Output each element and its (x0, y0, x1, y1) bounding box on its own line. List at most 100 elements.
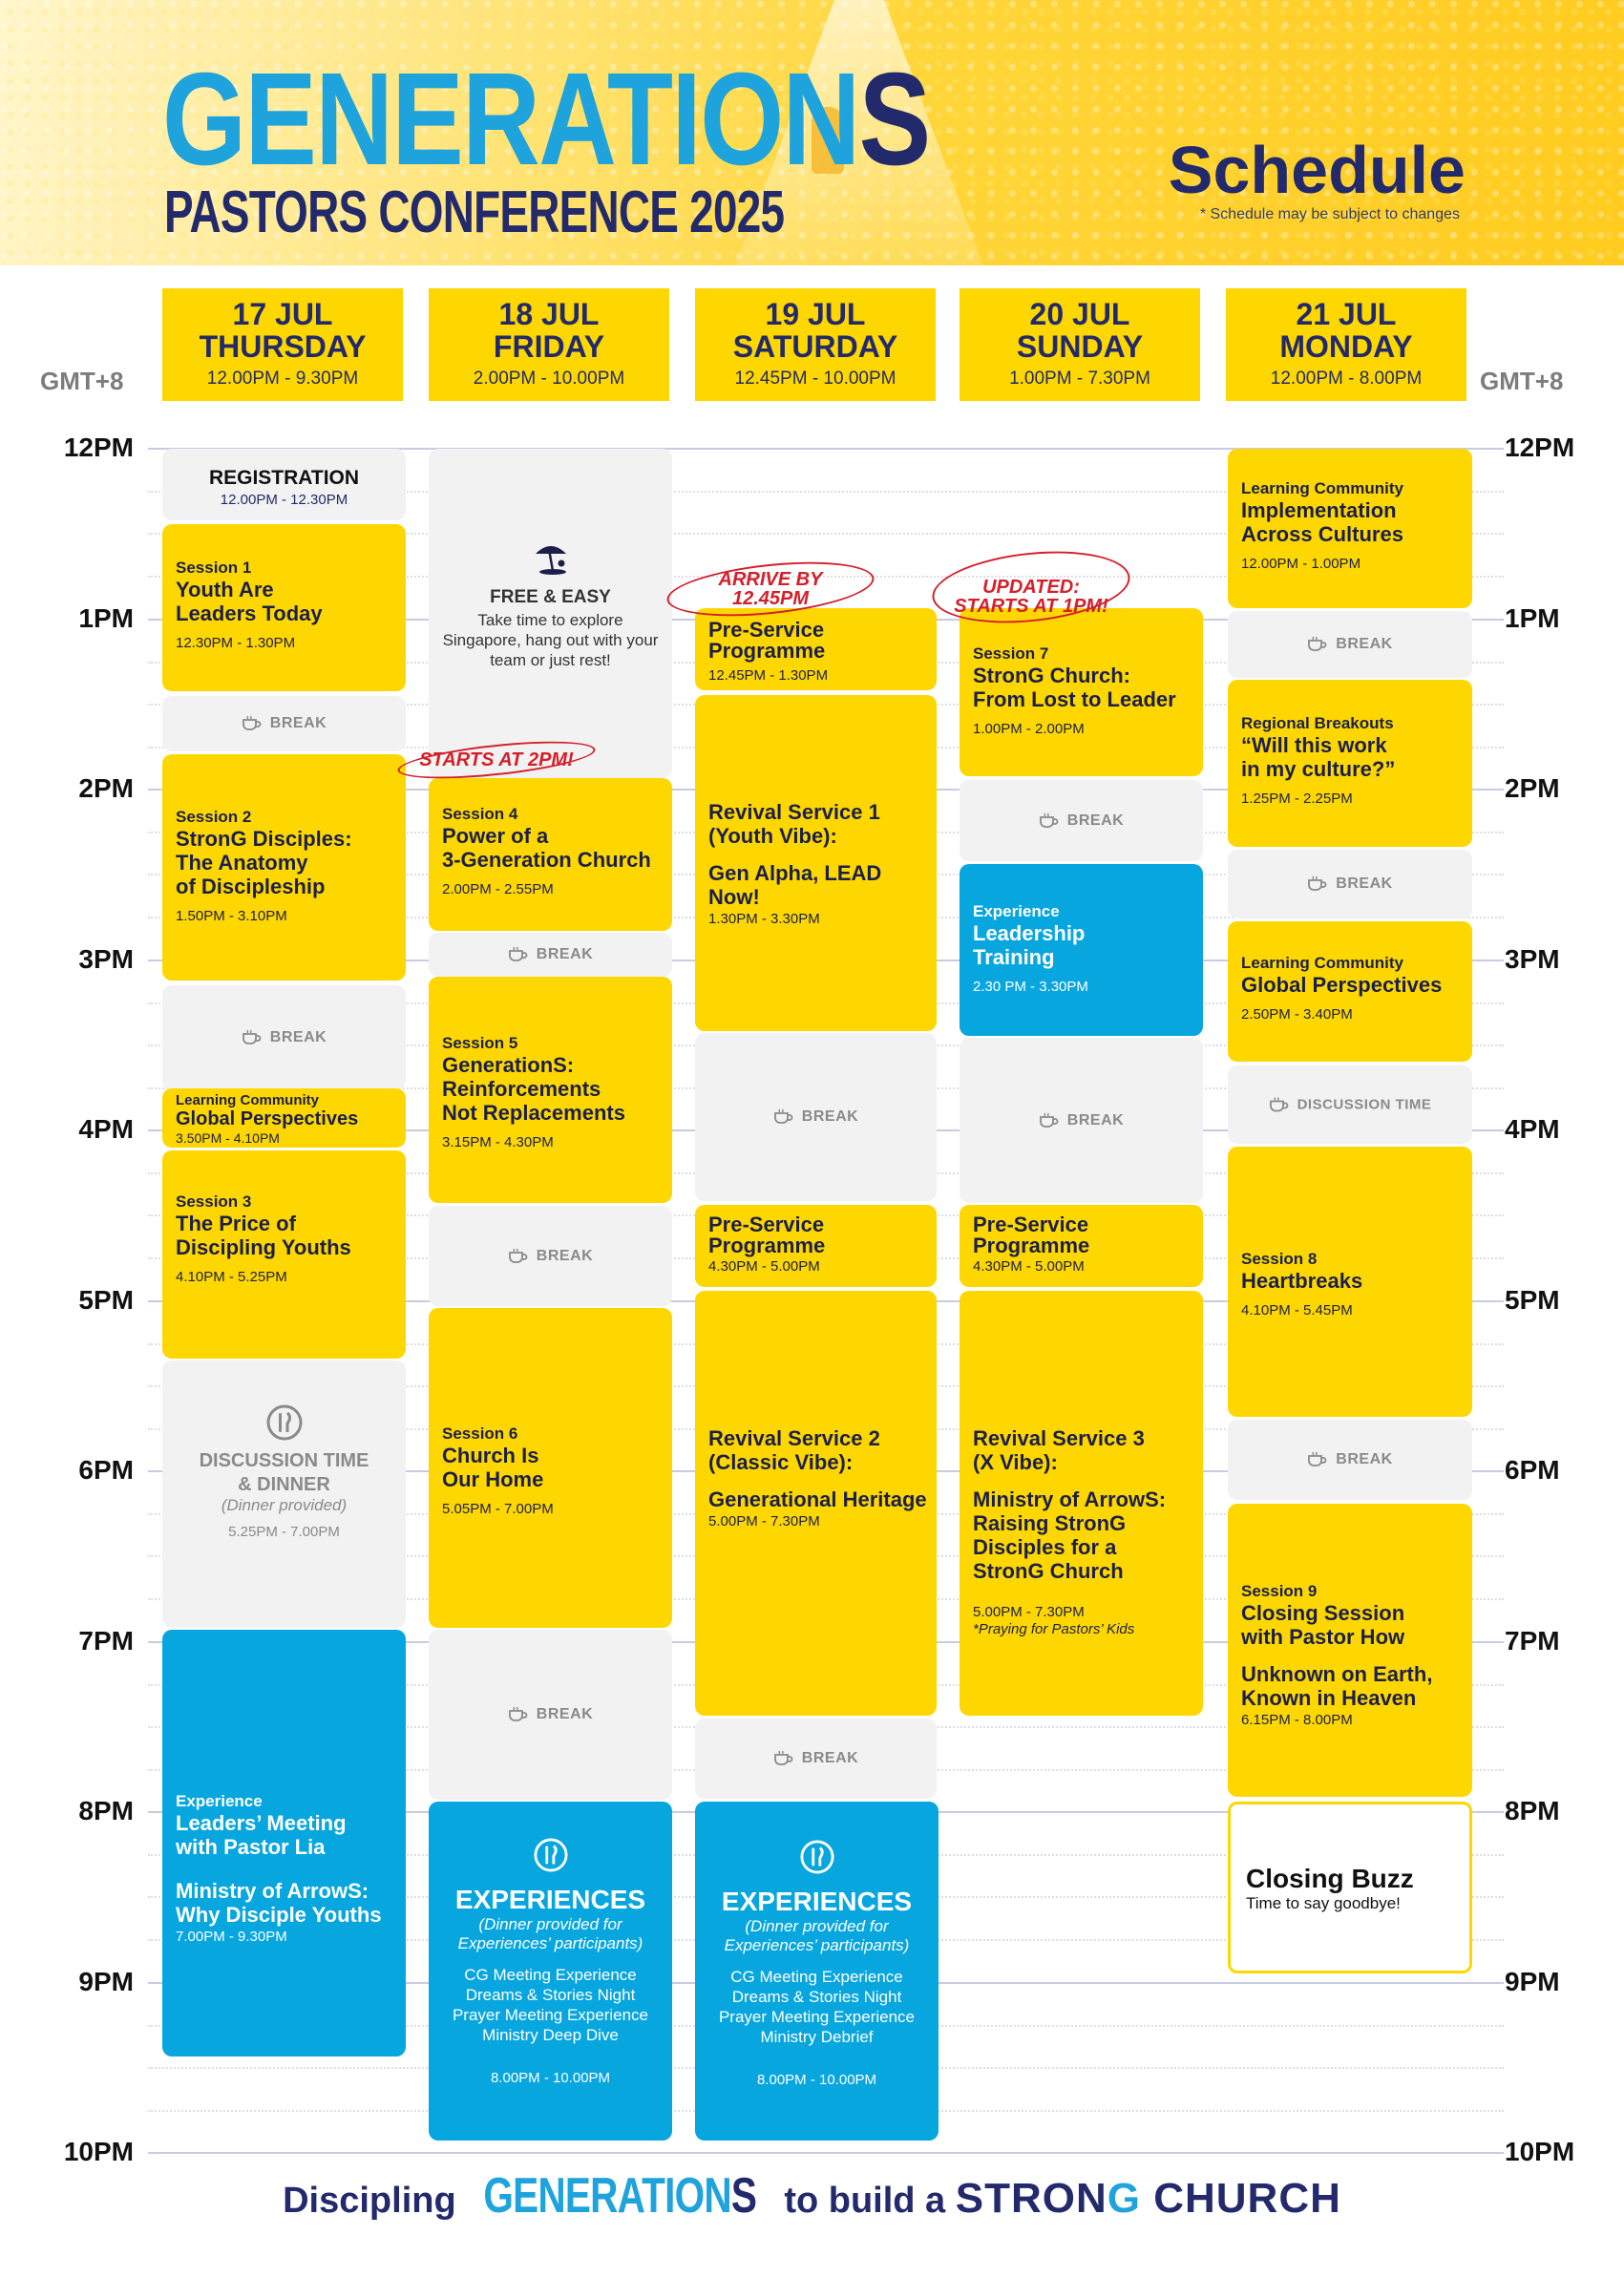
hour-gridline (148, 448, 1504, 450)
coffee-cup-icon (773, 1108, 794, 1124)
hour-label-left: 1PM (78, 603, 134, 633)
hour-label-left: 5PM (78, 1285, 134, 1315)
regional-breakouts-block: Regional Breakouts “Will this work in my… (1228, 680, 1472, 847)
footer-tagline: Discipling GENERATIONS to build a STRONG… (283, 2168, 1341, 2224)
learning-community-block: Learning Community Global Perspectives 3… (162, 1088, 406, 1148)
session-9-block: Session 9 Closing Session with Pastor Ho… (1228, 1504, 1472, 1797)
leaders-meeting-block: Experience Leaders’ Meeting with Pastor … (162, 1630, 406, 2057)
session-2-block: Session 2 StronG Disciples: The Anatomy … (162, 754, 406, 981)
day-header-thu: 17 JUL THURSDAY 12.00PM - 9.30PM (162, 288, 403, 401)
coffee-cup-icon (1039, 812, 1060, 828)
session-5-block: Session 5 GenerationS: Reinforcements No… (429, 977, 672, 1203)
footer-generations-logo: GENERATIONS (483, 2168, 758, 2224)
session-3-block: Session 3 The Price of Discipling Youths… (162, 1150, 406, 1359)
coffee-cup-icon (773, 1750, 794, 1765)
session-4-block: Session 4 Power of a 3-Generation Church… (429, 778, 672, 931)
hour-label-right: 2PM (1505, 773, 1560, 803)
discussion-block: DISCUSSION TIME (1228, 1065, 1472, 1144)
starts-at-2pm-callout: STARTS AT 2PM! (395, 734, 598, 786)
closing-buzz-block: Closing Buzz Time to say goodbye! (1228, 1802, 1472, 1973)
arrive-callout: ARRIVE BY 12.45PM (664, 553, 877, 625)
speaker-figure (812, 107, 844, 174)
break-block: BREAK (695, 1033, 937, 1201)
session-6-block: Session 6 Church Is Our Home 5.05PM - 7.… (429, 1308, 672, 1628)
session-7-block: Session 7 StronG Church: From Lost to Le… (960, 608, 1203, 776)
fork-knife-icon (799, 1840, 834, 1879)
break-block: BREAK (960, 780, 1203, 861)
experiences-block-sat: EXPERIENCES (Dinner provided for Experie… (695, 1802, 939, 2141)
conference-title: PASTORS CONFERENCE 2025 (164, 179, 785, 245)
session-8-block: Session 8 Heartbreaks 4.10PM - 5.45PM (1228, 1147, 1472, 1417)
break-block: BREAK (1228, 611, 1472, 678)
hour-label-left: 4PM (78, 1114, 134, 1144)
hour-label-left: 3PM (78, 944, 134, 974)
timezone-label-right: GMT+8 (1480, 367, 1564, 395)
page-title: Schedule (1168, 133, 1466, 207)
generations-logo: GENERATIONS (162, 46, 931, 193)
pre-service-block: Pre-Service Programme 4.30PM - 5.00PM (960, 1205, 1203, 1287)
coffee-cup-icon (508, 1706, 529, 1721)
coffee-cup-icon (1307, 1451, 1328, 1466)
minor-gridline (148, 576, 1504, 578)
dinner-block: DISCUSSION TIME & DINNER (Dinner provide… (162, 1360, 406, 1628)
hour-label-left: 12PM (63, 432, 134, 462)
schedule-note: * Schedule may be subject to changes (1199, 206, 1460, 222)
hour-label-left: 10PM (63, 2137, 134, 2166)
day-header-fri: 18 JUL FRIDAY 2.00PM - 10.00PM (429, 288, 669, 401)
break-block: BREAK (429, 1630, 672, 1800)
hour-label-right: 6PM (1505, 1455, 1560, 1485)
hour-label-left: 6PM (78, 1455, 134, 1485)
coffee-cup-icon (1039, 1112, 1060, 1128)
revival-service-1-block: Revival Service 1 (Youth Vibe): Gen Alph… (695, 695, 937, 1031)
coffee-cup-icon (508, 946, 529, 961)
timezone-label-left: GMT+8 (40, 367, 124, 395)
day-header-mon: 21 JUL MONDAY 12.00PM - 8.00PM (1226, 288, 1466, 401)
session-1-block: Session 1 Youth Are Leaders Today 12.30P… (162, 524, 406, 691)
hour-label-left: 8PM (78, 1796, 134, 1825)
pre-service-block: Pre-Service Programme 12.45PM - 1.30PM (695, 608, 937, 690)
hour-label-left: 2PM (78, 773, 134, 803)
leadership-training-block: Experience Leadership Training 2.30 PM -… (960, 864, 1203, 1036)
minor-gridline (148, 491, 1504, 493)
coffee-cup-icon (1307, 636, 1328, 651)
footer-strong-church-logo: STRONG CHURCH (955, 2175, 1341, 2222)
hour-label-right: 1PM (1505, 603, 1560, 633)
header-banner: GENERATIONS PASTORS CONFERENCE 2025 Sche… (0, 0, 1624, 265)
hour-label-right: 3PM (1505, 944, 1560, 974)
coffee-cup-icon (508, 1248, 529, 1263)
hour-label-right: 9PM (1505, 1967, 1560, 1996)
day-header-sun: 20 JUL SUNDAY 1.00PM - 7.30PM (960, 288, 1200, 401)
minor-gridline (148, 533, 1504, 535)
break-block: BREAK (162, 696, 406, 751)
hour-label-left: 7PM (78, 1626, 134, 1656)
day-header-sat: 19 JUL SATURDAY 12.45PM - 10.00PM (695, 288, 936, 401)
hour-gridline (148, 2152, 1504, 2154)
beach-umbrella-icon (532, 538, 570, 581)
break-block: BREAK (1228, 850, 1472, 918)
break-block: BREAK (695, 1719, 937, 1799)
break-block: BREAK (429, 933, 672, 977)
fork-knife-icon (533, 1838, 568, 1877)
registration-block: REGISTRATION 12.00PM - 12.30PM (162, 449, 406, 520)
pre-service-block: Pre-Service Programme 4.30PM - 5.00PM (695, 1205, 937, 1287)
break-block: BREAK (429, 1206, 672, 1306)
coffee-cup-icon (1307, 875, 1328, 891)
hour-label-right: 4PM (1505, 1114, 1560, 1144)
hour-label-right: 8PM (1505, 1796, 1560, 1825)
break-block: BREAK (1228, 1420, 1472, 1500)
hour-label-right: 5PM (1505, 1285, 1560, 1315)
updated-callout: UPDATED: STARTS AT 1PM! (928, 542, 1134, 632)
hour-label-right: 12PM (1505, 432, 1575, 462)
hour-label-right: 10PM (1505, 2137, 1575, 2166)
coffee-cup-icon (1269, 1097, 1290, 1112)
global-perspectives-block: Learning Community Global Perspectives 2… (1228, 921, 1472, 1062)
hour-label-left: 9PM (78, 1967, 134, 1996)
revival-service-3-block: Revival Service 3 (X Vibe): Ministry of … (960, 1291, 1203, 1716)
experiences-block-fri: EXPERIENCES (Dinner provided for Experie… (429, 1802, 672, 2141)
free-and-easy-block: FREE & EASY Take time to explore Singapo… (429, 449, 672, 778)
hour-label-right: 7PM (1505, 1626, 1560, 1656)
break-block: BREAK (162, 985, 406, 1090)
break-block: BREAK (960, 1038, 1203, 1203)
fork-knife-icon (266, 1404, 303, 1445)
revival-service-2-block: Revival Service 2 (Classic Vibe): Genera… (695, 1291, 937, 1716)
